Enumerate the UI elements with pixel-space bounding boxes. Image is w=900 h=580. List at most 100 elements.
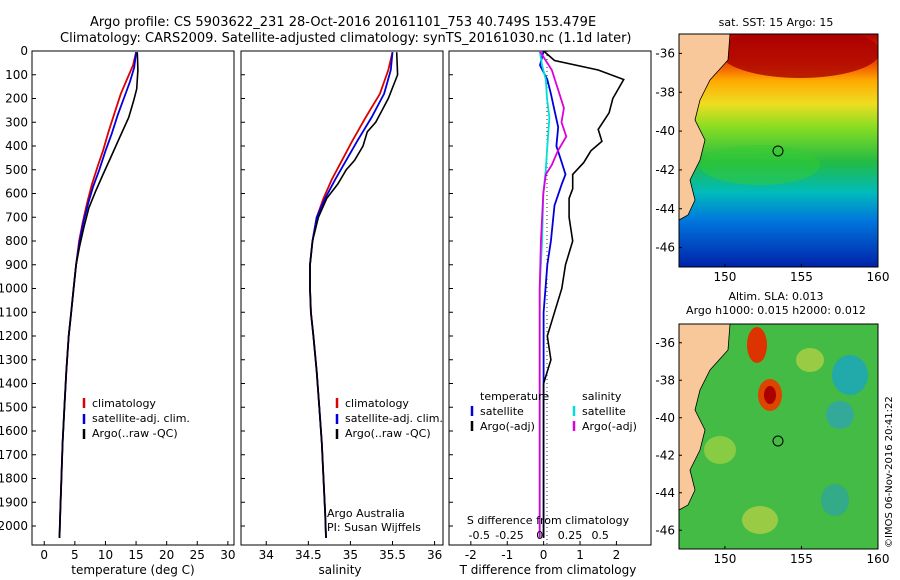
legend-label: satellite-adj. clim.: [345, 412, 443, 425]
y-tick-label: 300: [5, 115, 28, 129]
legend-label: climatology: [92, 397, 156, 410]
x-tick-label: 15: [128, 548, 143, 562]
sla-land: [679, 324, 731, 511]
sla-mid-1: [704, 436, 736, 464]
series-line-argo-raw-qc-: [58, 52, 139, 538]
map-x-tick-label: 155: [790, 270, 813, 284]
difference-plot: [538, 50, 625, 538]
y-tick-label: 1700: [0, 448, 28, 462]
timestamp: ©IMOS 06-Nov-2016 20:41:22: [884, 396, 895, 548]
org-label: Argo Australia: [327, 507, 405, 520]
y-tick-label: 100: [5, 68, 28, 82]
x-tick-label-top: 0.25: [558, 529, 583, 542]
x-tick-label-top: 0: [536, 529, 543, 542]
map-y-tick-label: -42: [655, 448, 675, 462]
title-line1: Argo profile: CS 5903622_231 28-Oct-2016…: [90, 15, 596, 30]
map-y-tick-label: -36: [655, 46, 675, 60]
map-x-tick-label: 155: [790, 552, 813, 566]
temperature-ticks: 0 5 10 15 20 25 300100200300400500600700800900…: [0, 44, 236, 562]
y-tick-label: 1600: [0, 424, 28, 438]
x-tick-label: -1: [501, 548, 513, 562]
x-tick-label-top: -0.5: [469, 529, 490, 542]
y-tick-label: 200: [5, 92, 28, 106]
temperature-panel: 0 5 10 15 20 25 300100200300400500600700800900…: [0, 44, 236, 577]
salinity-ticks: 34 34.5 35 35.5 36: [241, 50, 442, 562]
map-y-tick-label: -46: [655, 241, 675, 255]
sst-warm-eddy: [720, 34, 878, 78]
y-tick-label: 500: [5, 163, 28, 177]
sla-argo-marker: [772, 435, 784, 447]
x-tick-label-top: -0.25: [495, 529, 523, 542]
x-tick-label: 5: [71, 548, 79, 562]
y-tick-label: 1000: [0, 282, 28, 296]
x-tick-label: 0: [40, 548, 48, 562]
sla-map: 150 155 160 -36 -38 -40 -42 -44 -46: [655, 323, 889, 566]
sla-high-1: [747, 327, 767, 363]
legend-label: Argo(-adj): [480, 420, 535, 433]
difference-panel: -2 -1 0 1 2 -0.5 -0.25 0 0.25 0.5 T difference fr…: [448, 50, 652, 577]
x-tick-label: 34.5: [295, 548, 322, 562]
series-line-t-satellite: [539, 50, 567, 538]
series-line-t-argo-adj-: [542, 50, 625, 538]
legend-label: satellite: [480, 405, 524, 418]
map-y-tick-label: -42: [655, 163, 675, 177]
series-line-argo-raw-qc-: [309, 52, 399, 538]
map-y-tick-label: -38: [655, 373, 675, 387]
y-tick-label: 1300: [0, 353, 28, 367]
x-tick-label: 35: [343, 548, 358, 562]
y-tick-label: 600: [5, 187, 28, 201]
difference-xlabel-top: S difference from climatology: [467, 514, 630, 527]
legend-label: satellite: [582, 405, 626, 418]
x-tick-label-top: 0.5: [591, 529, 609, 542]
x-tick-label: 25: [190, 548, 205, 562]
y-tick-label: 1200: [0, 329, 28, 343]
sla-low-2: [826, 401, 854, 429]
y-tick-label: 1900: [0, 495, 28, 509]
x-tick-label: 20: [159, 548, 174, 562]
x-tick-label: 2: [613, 548, 621, 562]
series-line-s-argo-adj-: [538, 50, 568, 538]
salinity-panel: 34 34.5 35 35.5 36 salinity climatology sate…: [240, 50, 444, 577]
map-y-tick-label: -36: [655, 336, 675, 350]
sla-map-frame: [678, 323, 879, 550]
y-tick-label: 1400: [0, 377, 28, 391]
y-tick-label: 0: [20, 44, 28, 58]
sla-mid-2: [796, 348, 824, 372]
sst-map-frame: [678, 33, 879, 268]
sst-argo-marker: [772, 145, 784, 157]
sst-mid-band: [700, 145, 820, 185]
series-line-s-satellite: [538, 50, 551, 538]
x-tick-label: 30: [220, 548, 235, 562]
x-tick-label: -2: [465, 548, 477, 562]
map-y-tick-label: -44: [655, 202, 675, 216]
map-x-tick-label: 150: [713, 270, 736, 284]
sst-land: [679, 34, 731, 221]
legend-label: Argo(..raw -QC): [345, 427, 431, 440]
sla-map-ticks: 150 155 160 -36 -38 -40 -42 -44 -46: [655, 336, 889, 566]
temperature-plot: [58, 51, 139, 538]
map-x-tick-label: 150: [713, 552, 736, 566]
legend-title-temperature: temperature: [480, 390, 549, 403]
x-tick-label: 36: [427, 548, 442, 562]
x-tick-label: 1: [576, 548, 584, 562]
sla-low-1: [832, 355, 868, 395]
difference-axes: [448, 50, 652, 546]
x-tick-label: 0: [540, 548, 548, 562]
y-tick-label: 900: [5, 258, 28, 272]
y-tick-label: 1500: [0, 400, 28, 414]
legend-label: Argo(..raw -QC): [92, 427, 178, 440]
map-y-tick-label: -46: [655, 523, 675, 537]
salinity-xlabel: salinity: [318, 563, 361, 577]
legend-label: climatology: [345, 397, 409, 410]
sst-map-title: sat. SST: 15 Argo: 15: [719, 16, 834, 29]
legend-title-salinity: salinity: [582, 390, 622, 403]
map-y-tick-label: -40: [655, 124, 675, 138]
legend-label: satellite-adj. clim.: [92, 412, 190, 425]
sla-map-title1: Altim. SLA: 0.013: [728, 290, 823, 303]
temperature-xlabel: temperature (deg C): [71, 563, 194, 577]
y-tick-label: 2000: [0, 519, 28, 533]
temperature-legend: climatology satellite-adj. clim. Argo(..…: [82, 397, 190, 440]
legend-label: Argo(-adj): [582, 420, 637, 433]
title-line2: Climatology: CARS2009. Satellite-adjuste…: [60, 31, 632, 46]
